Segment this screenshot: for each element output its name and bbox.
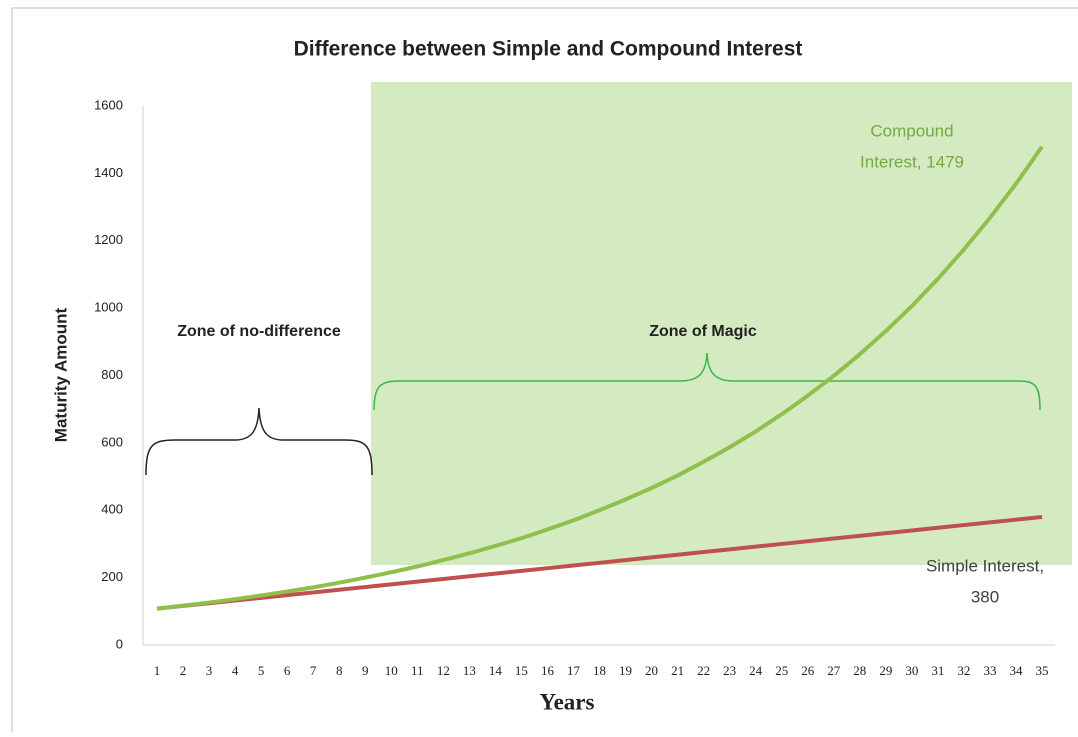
y-tick-label: 1200 (94, 232, 123, 247)
x-tick-label: 27 (827, 663, 841, 678)
y-axis-label: Maturity Amount (51, 307, 70, 442)
x-tick-label: 10 (385, 663, 398, 678)
x-tick-label: 3 (206, 663, 213, 678)
x-tick-label: 5 (258, 663, 265, 678)
x-tick-label: 35 (1036, 663, 1049, 678)
x-tick-label: 23 (723, 663, 736, 678)
x-tick-label: 25 (775, 663, 788, 678)
x-tick-label: 22 (697, 663, 710, 678)
x-tick-label: 18 (593, 663, 606, 678)
x-tick-label: 15 (515, 663, 528, 678)
brace-no-difference (145, 407, 373, 476)
x-tick-label: 2 (180, 663, 187, 678)
y-tick-label: 1400 (94, 165, 123, 180)
x-tick-label: 4 (232, 663, 239, 678)
x-tick-label: 26 (801, 663, 815, 678)
y-tick-label: 0 (116, 636, 123, 651)
x-tick-label: 16 (541, 663, 555, 678)
series-line (156, 514, 1043, 611)
x-tick-label: 20 (645, 663, 658, 678)
y-tick-label: 800 (101, 367, 123, 382)
x-tick-label: 33 (983, 663, 996, 678)
data-label: Simple Interest, (926, 556, 1044, 575)
annotation: Zone of Magic (649, 323, 757, 340)
x-tick-label: 32 (957, 663, 970, 678)
x-tick-label: 24 (749, 663, 763, 678)
x-tick-label: 12 (437, 663, 450, 678)
x-tick-label: 31 (931, 663, 944, 678)
x-tick-label: 7 (310, 663, 317, 678)
x-axis-label: Years (540, 689, 595, 714)
data-label: Compound (870, 121, 953, 140)
magic-zone (371, 82, 1072, 565)
chart-title: Difference between Simple and Compound I… (294, 38, 803, 61)
x-tick-label: 9 (362, 663, 369, 678)
data-label: Interest, 1479 (860, 152, 964, 171)
x-tick-label: 34 (1009, 663, 1023, 678)
x-tick-label: 28 (853, 663, 866, 678)
y-tick-label: 1000 (94, 300, 123, 315)
x-tick-label: 1 (154, 663, 161, 678)
y-tick-label: 400 (101, 502, 123, 517)
brace-magic (373, 352, 1041, 411)
y-tick-label: 1600 (94, 97, 123, 112)
y-tick-label: 600 (101, 434, 123, 449)
y-tick-label: 200 (101, 569, 123, 584)
x-tick-label: 17 (567, 663, 581, 678)
x-tick-label: 6 (284, 663, 291, 678)
x-tick-label: 19 (619, 663, 632, 678)
series-line (156, 145, 1044, 611)
x-tick-label: 8 (336, 663, 343, 678)
x-tick-label: 30 (905, 663, 918, 678)
annotation: Zone of no-difference (177, 323, 341, 340)
x-tick-label: 21 (671, 663, 684, 678)
data-label: 380 (971, 587, 999, 606)
x-tick-label: 13 (463, 663, 476, 678)
x-tick-label: 11 (411, 663, 424, 678)
x-tick-label: 14 (489, 663, 503, 678)
x-tick-label: 29 (879, 663, 892, 678)
